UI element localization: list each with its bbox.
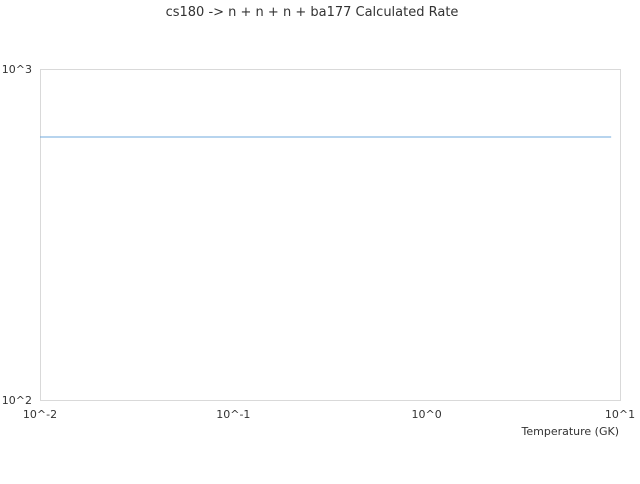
x-tick-label: 10^1 xyxy=(605,408,635,421)
x-tick-label: 10^-2 xyxy=(23,408,57,421)
x-axis-label: Temperature (GK) xyxy=(521,425,620,438)
x-tick-label: 10^-1 xyxy=(216,408,250,421)
x-tick-label: 10^0 xyxy=(412,408,442,421)
chart-title: cs180 -> n + n + n + ba177 Calculated Ra… xyxy=(166,5,459,20)
y-tick-label: 10^2 xyxy=(2,394,32,407)
y-tick-label: 10^3 xyxy=(2,63,32,76)
plot-frame xyxy=(40,69,621,401)
